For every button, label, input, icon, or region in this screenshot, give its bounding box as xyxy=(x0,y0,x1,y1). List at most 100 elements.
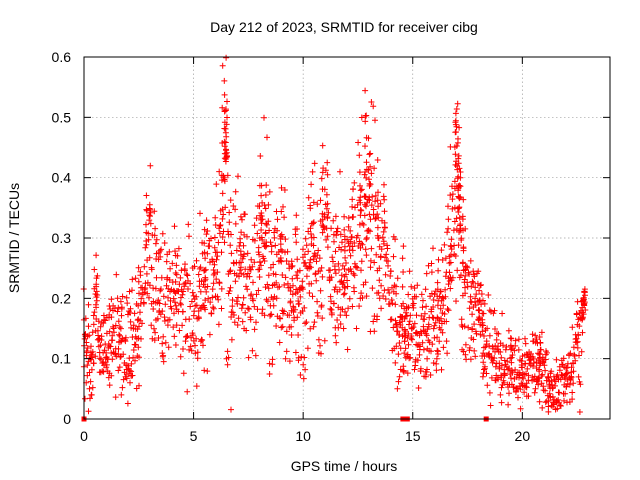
data-point xyxy=(435,348,441,355)
data-point xyxy=(234,322,241,328)
data-point xyxy=(130,322,137,329)
data-point xyxy=(367,216,374,223)
data-point xyxy=(87,378,94,385)
data-point xyxy=(311,160,318,167)
data-point xyxy=(569,389,576,396)
data-point xyxy=(260,255,267,262)
data-point xyxy=(374,197,381,204)
data-point xyxy=(219,215,226,222)
data-point xyxy=(222,125,229,132)
data-point xyxy=(254,306,261,313)
data-point xyxy=(375,189,381,196)
data-point xyxy=(177,353,184,360)
data-point xyxy=(262,230,269,237)
data-point xyxy=(277,235,284,242)
data-point xyxy=(181,267,188,274)
data-point xyxy=(408,283,415,290)
data-point xyxy=(539,404,546,411)
data-point xyxy=(277,246,284,253)
data-point xyxy=(303,242,310,249)
data-point xyxy=(556,389,563,396)
x-tick-label: 5 xyxy=(190,428,198,444)
data-point xyxy=(328,274,335,281)
data-point xyxy=(255,287,262,294)
data-point xyxy=(226,288,233,294)
data-point xyxy=(575,331,582,338)
data-point xyxy=(253,291,260,298)
data-point xyxy=(456,214,463,221)
data-point xyxy=(251,303,258,310)
data-point xyxy=(413,329,420,336)
data-point xyxy=(91,266,98,273)
data-point xyxy=(249,347,256,354)
data-point xyxy=(197,305,204,312)
data-point xyxy=(245,354,252,361)
data-point xyxy=(498,362,505,369)
data-point xyxy=(450,227,457,234)
data-point xyxy=(259,306,266,313)
data-point xyxy=(283,328,290,335)
data-point xyxy=(152,225,159,232)
data-point xyxy=(439,329,446,336)
data-point xyxy=(536,398,543,405)
data-point xyxy=(211,244,218,251)
data-point xyxy=(103,361,110,368)
data-point xyxy=(429,341,436,348)
data-point xyxy=(98,333,105,340)
data-point xyxy=(186,233,192,240)
data-point xyxy=(88,343,94,350)
data-point xyxy=(199,337,206,344)
data-point xyxy=(219,190,226,197)
data-point xyxy=(331,238,337,245)
data-point xyxy=(115,318,122,325)
data-point xyxy=(129,276,136,283)
data-point xyxy=(234,300,241,307)
data-point xyxy=(90,321,97,328)
data-point xyxy=(339,239,345,246)
data-point xyxy=(344,277,351,284)
data-point xyxy=(97,323,104,330)
y-tick-label: 0 xyxy=(63,411,71,427)
data-point xyxy=(438,366,445,373)
data-point xyxy=(498,354,505,361)
data-point xyxy=(201,226,208,233)
data-point xyxy=(294,256,301,263)
data-point xyxy=(215,296,222,303)
data-point xyxy=(108,372,115,379)
data-point xyxy=(359,294,366,301)
data-point xyxy=(336,286,343,293)
data-point xyxy=(342,308,348,315)
data-point xyxy=(384,245,391,252)
data-point xyxy=(563,383,570,390)
data-point xyxy=(481,300,488,307)
data-point xyxy=(324,233,331,240)
data-point xyxy=(363,112,370,119)
data-point xyxy=(129,287,135,294)
data-point xyxy=(151,337,158,344)
data-point xyxy=(367,181,374,188)
data-point xyxy=(430,325,437,332)
data-point xyxy=(143,270,150,277)
data-point xyxy=(338,272,345,279)
data-point xyxy=(496,365,503,372)
data-point xyxy=(278,208,285,215)
data-point xyxy=(237,239,244,246)
y-axis-title: SRMTID / TECUs xyxy=(6,183,22,293)
data-point xyxy=(512,389,519,395)
data-point xyxy=(343,260,349,266)
data-point xyxy=(150,306,157,312)
data-point xyxy=(341,226,348,233)
data-point xyxy=(302,366,309,373)
data-point xyxy=(411,320,418,327)
data-point xyxy=(415,385,422,391)
data-point xyxy=(163,258,170,265)
data-point xyxy=(132,275,139,282)
data-point xyxy=(522,383,529,390)
data-point xyxy=(267,264,274,271)
data-point xyxy=(378,305,385,312)
data-point xyxy=(111,305,118,312)
data-point xyxy=(246,306,252,312)
data-point xyxy=(365,135,372,142)
x-tick-label: 0 xyxy=(80,428,88,444)
x-tick-label: 15 xyxy=(405,428,421,444)
